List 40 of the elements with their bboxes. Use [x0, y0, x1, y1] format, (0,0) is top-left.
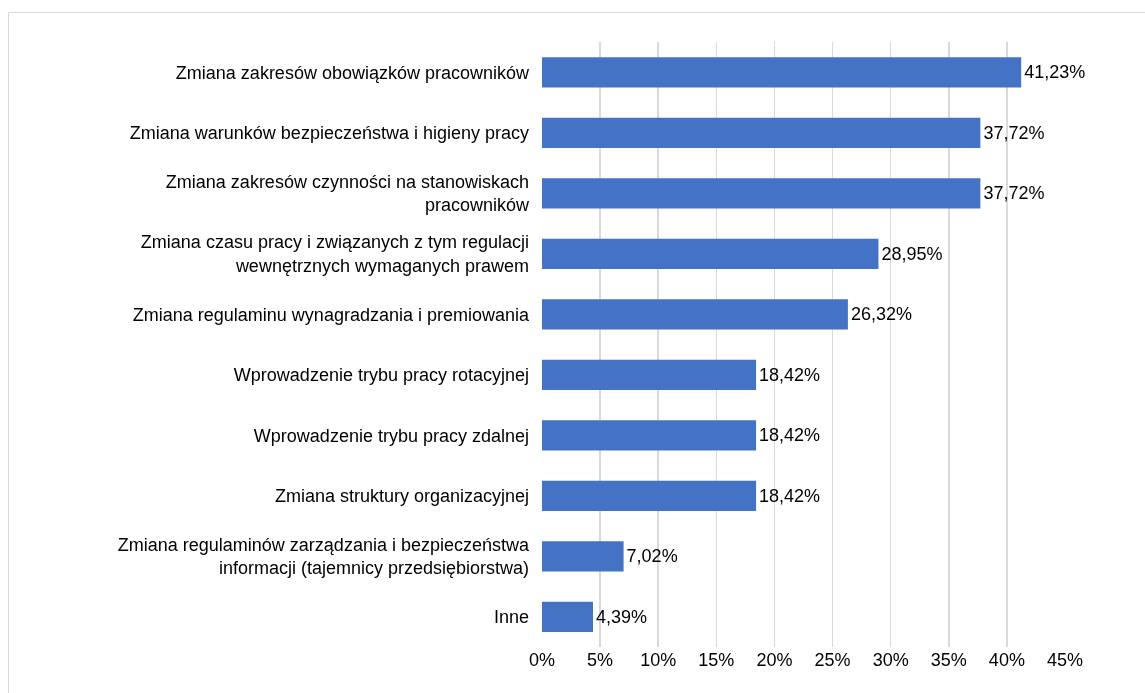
x-tick-label: 45% — [1046, 650, 1084, 670]
y-tick-label: Zmiana regulaminów zarządzania i bezpieczeństwa informacji (tajemnicy przedsiębiorstwa) — [117, 534, 530, 579]
bar — [542, 420, 757, 451]
bar — [542, 601, 594, 632]
bar — [542, 299, 848, 330]
x-tick-label: 35% — [930, 650, 967, 670]
y-tick-label: Zmiana regulaminu wynagradzania i premiowania — [132, 304, 530, 325]
data-label: 37,72% — [983, 183, 1045, 204]
y-tick-label: Zmiana warunków bezpieczeństwa i higieny pracy — [129, 123, 529, 144]
bar — [542, 178, 981, 209]
bar — [542, 57, 1022, 88]
x-tick-label: 40% — [988, 650, 1025, 670]
y-tick-label: Zmiana zakresów obowiązków pracowników — [175, 62, 530, 83]
x-tick-label: 20% — [756, 650, 793, 670]
data-label: 7,02% — [626, 546, 678, 567]
x-tick-label: 5% — [587, 650, 614, 670]
bar — [542, 480, 757, 511]
bar — [542, 238, 879, 269]
data-label: 37,72% — [983, 122, 1045, 143]
x-tick-label: 15% — [698, 650, 735, 670]
x-tick-label: 10% — [640, 650, 677, 670]
data-label: 41,23% — [1024, 62, 1086, 83]
bar — [542, 117, 981, 148]
data-label: 18,42% — [759, 425, 821, 446]
y-tick-label: Zmiana struktury organizacyjnej — [274, 486, 529, 507]
data-label: 18,42% — [759, 485, 821, 506]
data-label: 26,32% — [850, 304, 912, 325]
bar — [542, 359, 757, 390]
data-label: 28,95% — [881, 243, 943, 264]
y-tick-label: Wprowadzenie trybu pracy rotacyjnej — [233, 365, 529, 386]
y-tick-label: Zmiana czasu pracy i związanych z tym regulacji wewnętrznych wymaganych prawem — [140, 232, 529, 276]
x-tick-label: 0% — [528, 650, 556, 670]
bar — [542, 541, 624, 572]
x-tick-label: 30% — [872, 650, 909, 670]
y-tick-label: Wprowadzenie trybu pracy zdalnej — [253, 425, 529, 446]
data-label: 4,39% — [596, 606, 648, 627]
y-tick-label: Zmiana zakresów czynności na stanowiskach pracowników — [165, 171, 530, 216]
x-tick-label: 25% — [814, 650, 851, 670]
y-tick-label: Inne — [493, 607, 529, 628]
data-label: 18,42% — [759, 364, 821, 385]
